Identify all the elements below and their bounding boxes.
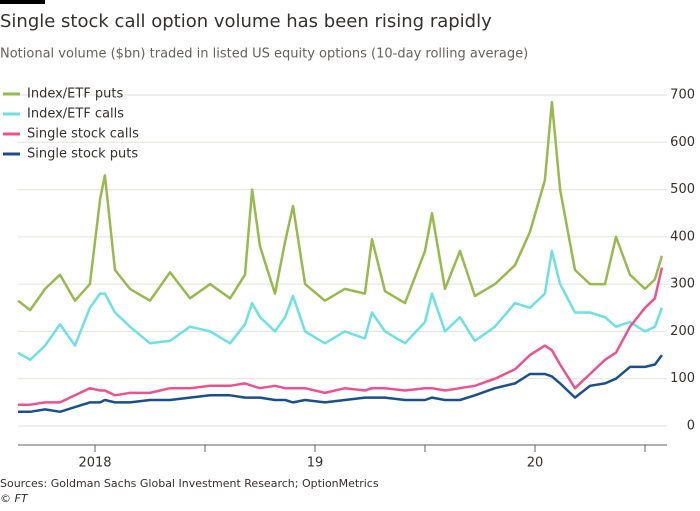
series-line	[17, 249, 664, 362]
copyright: © FT	[0, 492, 29, 505]
series-line	[18, 354, 663, 414]
y-tick-label: 200	[670, 324, 695, 339]
x-tick-label: 20	[527, 456, 544, 471]
series-line	[17, 100, 664, 312]
source: Sources: Goldman Sachs Global Investment…	[0, 477, 379, 490]
legend-label: Index/ETF calls	[27, 107, 124, 122]
x-tick-label: 19	[307, 456, 324, 471]
chart-subtitle: Notional volume ($bn) traded in listed U…	[0, 47, 528, 62]
legend-label: Single stock puts	[27, 147, 138, 162]
legend-label: Single stock calls	[27, 127, 139, 142]
y-tick-label: 100	[670, 371, 695, 386]
x-tick-label: 2018	[78, 456, 111, 471]
y-tick-label: 700	[670, 88, 695, 103]
y-tick-label: 400	[670, 229, 695, 244]
y-tick-label: 500	[670, 182, 695, 197]
chart-title: Single stock call option volume has been…	[0, 11, 492, 32]
y-tick-label: 300	[670, 277, 695, 292]
y-tick-label: 600	[670, 135, 695, 150]
series-line	[18, 267, 664, 406]
legend-label: Index/ETF puts	[27, 87, 124, 102]
y-tick-label: 0	[687, 419, 695, 434]
brand-bar	[0, 0, 45, 4]
